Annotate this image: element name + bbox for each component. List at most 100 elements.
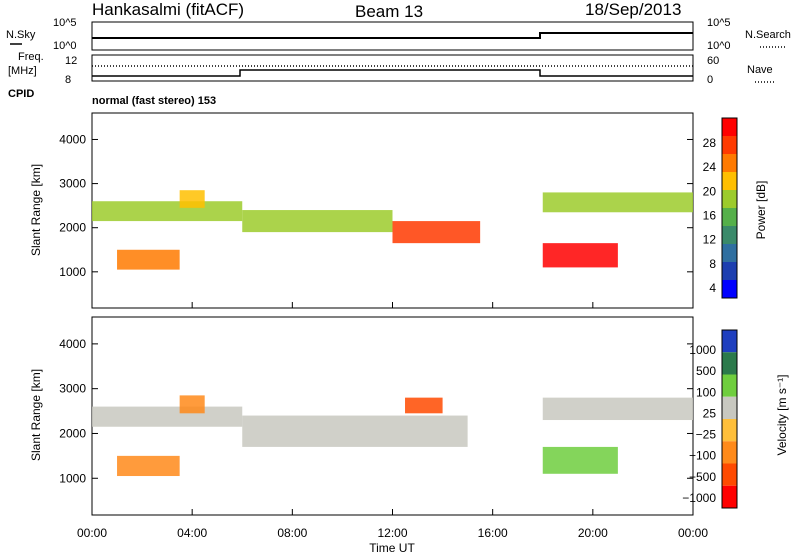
date-title: 18/Sep/2013 (585, 0, 681, 19)
heatmap-band (117, 455, 180, 477)
nsky-tick-bottom: 10^0 (53, 40, 77, 52)
power-colorbar-tick: 20 (703, 184, 717, 198)
power-colorbar-swatch (722, 208, 737, 226)
heatmap-band (542, 446, 618, 474)
power-colorbar-tick: 16 (703, 209, 717, 223)
velocity-colorbar-swatch (722, 463, 737, 486)
freq-label-1: Freq. (18, 51, 44, 63)
freq-label-2: [MHz] (8, 65, 37, 77)
nsearch-tick-bottom: 10^0 (707, 40, 731, 52)
freq-tick-bottom: 8 (65, 74, 71, 86)
y-tick-label: 2000 (59, 426, 86, 440)
velocity-ylabel: Slant Range [km] (29, 369, 43, 461)
velocity-colorbar-tick: 500 (696, 364, 716, 378)
power-colorbar-swatch (722, 172, 737, 190)
velocity-panel: Slant Range [km] 4000 3000 2000 1000 (29, 316, 694, 516)
power-colorbar-swatch (722, 226, 737, 244)
power-heatmap (92, 190, 693, 270)
station-title: Hankasalmi (fitACF) (92, 0, 244, 19)
velocity-colorbar-swatch (722, 374, 737, 397)
power-yticks: 4000 3000 2000 1000 (59, 132, 693, 279)
y-tick-label: 4000 (59, 337, 86, 351)
velocity-colorbar-tick: −500 (689, 470, 716, 484)
cpid-label: CPID (8, 88, 34, 100)
power-colorbar-swatch (722, 280, 737, 298)
power-colorbar-tick: 8 (709, 257, 716, 271)
nave-tick-bottom: 0 (707, 74, 713, 86)
y-tick-label: 4000 (59, 132, 86, 146)
freq-tick-top: 12 (65, 55, 77, 67)
power-colorbar-frame (721, 117, 738, 299)
velocity-colorbar-swatch (722, 485, 737, 508)
heatmap-band (542, 397, 693, 421)
power-colorbar-label: Power [dB] (754, 181, 768, 240)
velocity-colorbar-tick: −25 (696, 428, 717, 442)
heatmap-band (542, 192, 693, 213)
velocity-heatmap (92, 395, 693, 477)
nave-label: Nave (747, 64, 773, 76)
heatmap-band (542, 243, 618, 268)
velocity-colorbar-tick: −100 (689, 449, 716, 463)
heatmap-band (92, 406, 243, 427)
x-axis-ticks: 00:00 04:00 08:00 12:00 16:00 20:00 00:00 (77, 302, 708, 540)
power-colorbar-swatch (722, 154, 737, 172)
power-colorbar-tick: 28 (703, 136, 717, 150)
beam-title: Beam 13 (355, 2, 423, 21)
y-tick-label: 3000 (59, 177, 86, 191)
y-tick-label: 3000 (59, 382, 86, 396)
velocity-colorbar: 1000 500 100 25 −25 −100 −500 −1000 (682, 329, 738, 509)
x-tick-label: 08:00 (277, 526, 307, 540)
power-colorbar-swatch (722, 262, 737, 280)
nsky-trace (92, 32, 693, 39)
velocity-colorbar-frame (721, 329, 738, 509)
nsky-panel (91, 21, 694, 51)
nsky-label: N.Sky (6, 29, 36, 41)
power-colorbar-swatch (722, 244, 737, 262)
power-ylabel: Slant Range [km] (29, 164, 43, 256)
nsearch-tick-top: 10^5 (707, 17, 731, 29)
nsearch-label: N.Search (745, 29, 791, 41)
freq-panel (91, 54, 694, 82)
power-colorbar-tick: 12 (703, 233, 717, 247)
y-tick-label: 1000 (59, 265, 86, 279)
velocity-colorbar-swatch (722, 441, 737, 464)
x-tick-label: 16:00 (478, 526, 508, 540)
power-colorbar-swatch (722, 136, 737, 154)
heatmap-band (405, 397, 443, 414)
cpid-value: normal (fast stereo) 153 (92, 95, 216, 107)
power-colorbar-tick: 4 (709, 281, 716, 295)
nave-tick-top: 60 (707, 55, 719, 67)
heatmap-band (117, 249, 180, 270)
velocity-colorbar-tick: 100 (696, 385, 716, 399)
velocity-colorbar-tick: 1000 (689, 343, 716, 357)
nsky-tick-top: 10^5 (53, 17, 77, 29)
y-tick-label: 1000 (59, 471, 86, 485)
heatmap-band (179, 190, 205, 208)
heatmap-band (92, 201, 243, 222)
heatmap-band (242, 415, 468, 447)
velocity-yticks: 4000 3000 2000 1000 (59, 337, 693, 485)
freq-trace (92, 69, 693, 77)
power-colorbar-swatch (722, 190, 737, 208)
x-tick-label: 04:00 (177, 526, 207, 540)
y-tick-label: 2000 (59, 221, 86, 235)
velocity-colorbar-swatch (722, 352, 737, 375)
x-tick-label: 00:00 (678, 526, 708, 540)
x-tick-label: 00:00 (77, 526, 107, 540)
x-tick-label: 12:00 (377, 526, 407, 540)
velocity-colorbar-swatch (722, 396, 737, 419)
heatmap-band (392, 221, 481, 244)
heatmap-band (242, 210, 393, 233)
power-colorbar-swatch (722, 118, 737, 136)
power-colorbar: 28 24 20 16 12 8 4 (703, 117, 738, 299)
velocity-colorbar-tick: −1000 (682, 491, 716, 505)
velocity-colorbar-swatch (722, 419, 737, 442)
x-tick-label: 20:00 (578, 526, 608, 540)
velocity-colorbar-tick: 25 (703, 406, 717, 420)
heatmap-band (179, 395, 205, 414)
x-axis-label: Time UT (369, 541, 415, 554)
power-panel: Slant Range [km] 4000 3000 2000 1000 (29, 112, 694, 309)
velocity-colorbar-label: Velocity [m s⁻¹] (775, 374, 789, 455)
velocity-colorbar-swatch (722, 330, 737, 353)
